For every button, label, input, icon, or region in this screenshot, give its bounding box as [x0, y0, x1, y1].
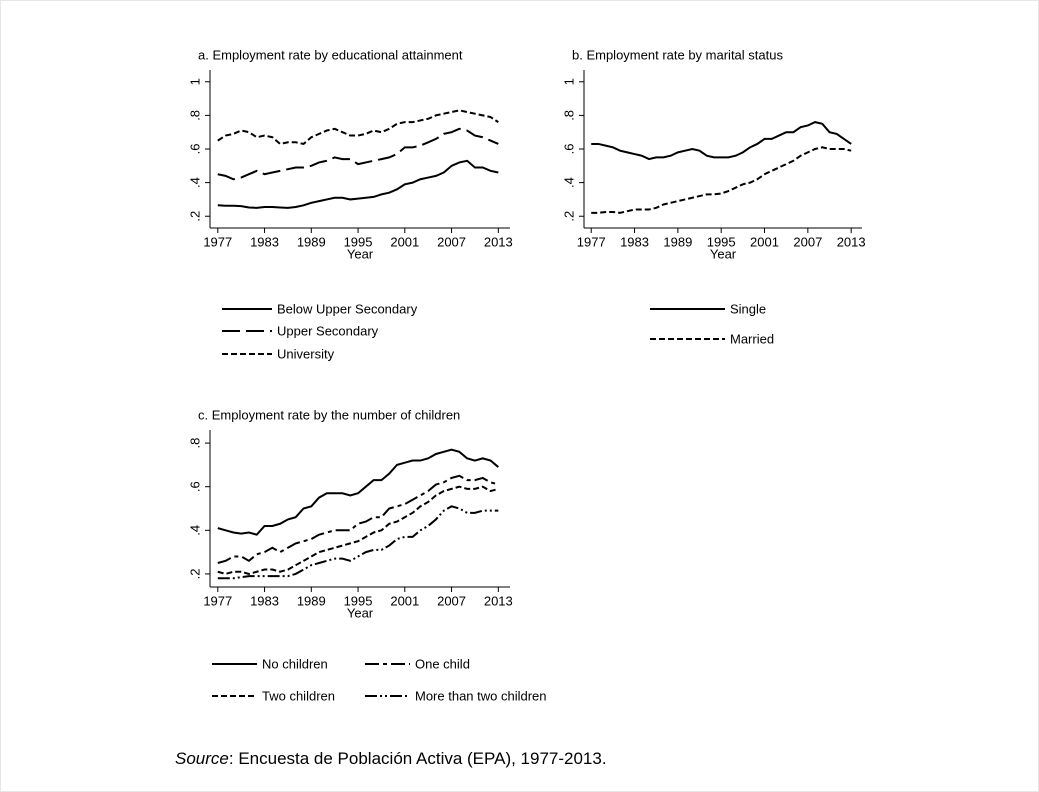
- chart-title: c. Employment rate by the number of chil…: [198, 407, 460, 422]
- series-line: [217, 159, 499, 209]
- legend-label: University: [277, 346, 335, 361]
- x-tick-label: 2013: [837, 234, 866, 249]
- x-tick-label: 1995: [707, 234, 736, 249]
- x-tick-label: 2013: [484, 593, 513, 608]
- y-tick-label: .6: [561, 144, 576, 155]
- x-tick-label: 1983: [250, 234, 279, 249]
- x-tick-label: 2001: [390, 234, 419, 249]
- x-tick-label: 1983: [250, 593, 279, 608]
- series-line: [217, 505, 499, 580]
- y-tick-label: 1: [561, 78, 576, 85]
- series-line: [217, 127, 499, 181]
- y-tick-label: 1: [187, 78, 202, 85]
- legend-label: One child: [415, 656, 470, 671]
- y-tick-label: .2: [561, 211, 576, 222]
- series-line: [217, 474, 499, 564]
- legend-label: No children: [262, 656, 328, 671]
- y-tick-label: .4: [187, 177, 202, 188]
- y-tick-label: .2: [187, 211, 202, 222]
- x-tick-label: 2001: [750, 234, 779, 249]
- x-tick-label: 1989: [663, 234, 692, 249]
- y-tick-label: .4: [561, 177, 576, 188]
- x-axis-label: Year: [347, 246, 374, 261]
- chart-title: a. Employment rate by educational attain…: [198, 47, 463, 62]
- series-line: [217, 485, 499, 575]
- source-note: Source: Encuesta de Población Activa (EP…: [175, 749, 607, 768]
- x-tick-label: 2007: [793, 234, 822, 249]
- legend-label: Two children: [262, 688, 335, 703]
- chart-title: b. Employment rate by marital status: [572, 47, 783, 62]
- y-tick-label: .8: [187, 438, 202, 449]
- y-tick-label: .6: [187, 144, 202, 155]
- source-text: : Encuesta de Población Activa (EPA), 19…: [229, 749, 607, 768]
- legend-label: Below Upper Secondary: [277, 301, 418, 316]
- y-tick-label: .4: [187, 525, 202, 536]
- y-tick-label: .2: [187, 568, 202, 579]
- series-line: [217, 109, 499, 146]
- x-tick-label: 1989: [297, 234, 326, 249]
- x-tick-label: 1995: [344, 593, 373, 608]
- x-tick-label: 1983: [620, 234, 649, 249]
- y-tick-label: .8: [561, 110, 576, 121]
- legend-label: Married: [730, 331, 774, 346]
- x-tick-label: 1995: [344, 234, 373, 249]
- series-line: [591, 146, 852, 214]
- x-tick-label: 1977: [203, 593, 232, 608]
- legend-label: Upper Secondary: [277, 323, 379, 338]
- legend-label: More than two children: [415, 688, 547, 703]
- x-tick-label: 2001: [390, 593, 419, 608]
- y-tick-label: .8: [187, 110, 202, 121]
- series-line: [217, 448, 499, 536]
- x-tick-label: 1989: [297, 593, 326, 608]
- source-label: Source: [175, 749, 229, 768]
- x-tick-label: 2007: [437, 593, 466, 608]
- x-axis-label: Year: [710, 246, 737, 261]
- x-tick-label: 2007: [437, 234, 466, 249]
- x-tick-label: 1977: [577, 234, 606, 249]
- x-tick-label: 2013: [484, 234, 513, 249]
- y-tick-label: .6: [187, 481, 202, 492]
- x-axis-label: Year: [347, 605, 374, 620]
- series-line: [591, 121, 852, 161]
- legend-label: Single: [730, 301, 766, 316]
- x-tick-label: 1977: [203, 234, 232, 249]
